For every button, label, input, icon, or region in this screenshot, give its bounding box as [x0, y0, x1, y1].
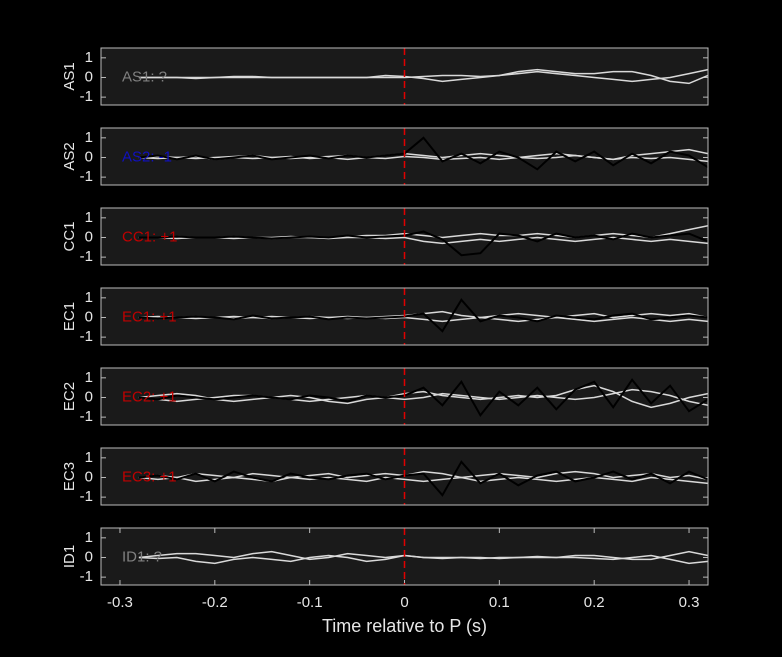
x-tick-label: 0	[400, 594, 408, 611]
y-tick-label: 0	[85, 468, 93, 485]
trace	[138, 388, 708, 407]
y-tick-label: -1	[80, 168, 93, 185]
annotation: ID1: ?	[122, 548, 162, 565]
y-tick-label: -1	[80, 568, 93, 585]
panel-frame	[100, 367, 709, 426]
y-tick-label: -1	[80, 488, 93, 505]
trace	[138, 68, 708, 85]
trace	[138, 384, 708, 409]
y-axis-label: AS2	[61, 142, 78, 170]
panel-frame	[100, 47, 709, 106]
y-axis-label: AS1	[61, 62, 78, 90]
annotation: EC2: +1	[122, 388, 177, 405]
traces	[138, 550, 708, 565]
annotation: CC1: +1	[122, 228, 177, 245]
traces	[138, 460, 708, 497]
y-tick-label: -1	[80, 408, 93, 425]
trace	[138, 378, 708, 417]
panel-frame	[100, 287, 709, 346]
y-tick-label: -1	[80, 248, 93, 265]
panel-frame	[100, 527, 709, 586]
annotation: EC1: +1	[122, 308, 177, 325]
y-tick-label: 1	[85, 129, 93, 146]
x-tick-label: 0.3	[679, 594, 700, 611]
x-axis-label: Time relative to P (s)	[322, 616, 487, 636]
trace	[138, 298, 708, 333]
trace	[138, 460, 708, 497]
y-axis-label: EC1	[61, 302, 78, 331]
y-tick-label: 1	[85, 529, 93, 546]
traces	[138, 298, 708, 333]
trace	[138, 554, 708, 565]
traces	[138, 136, 708, 171]
trace	[138, 68, 708, 83]
trace	[138, 136, 708, 171]
trace	[138, 230, 708, 257]
y-tick-label: 1	[85, 289, 93, 306]
y-tick-label: -1	[80, 88, 93, 105]
y-tick-label: 1	[85, 369, 93, 386]
panel-frame	[100, 447, 709, 506]
y-tick-label: 1	[85, 49, 93, 66]
y-tick-label: 1	[85, 209, 93, 226]
x-tick-label: 0.2	[584, 594, 605, 611]
y-tick-label: -1	[80, 328, 93, 345]
y-tick-label: 0	[85, 548, 93, 565]
y-axis-label: EC3	[61, 462, 78, 491]
annotation: AS1: ?	[122, 68, 167, 85]
trace	[138, 476, 708, 485]
panel-frame	[100, 207, 709, 266]
panel-frame	[100, 127, 709, 186]
traces	[138, 224, 708, 257]
y-tick-label: 0	[85, 148, 93, 165]
traces	[138, 68, 708, 85]
traces	[138, 378, 708, 417]
y-axis-label: ID1	[61, 545, 78, 568]
x-tick-label: -0.1	[297, 594, 323, 611]
annotation: EC3: +1	[122, 468, 177, 485]
x-tick-label: -0.3	[107, 594, 133, 611]
y-tick-label: 1	[85, 449, 93, 466]
annotation: AS2: -1	[122, 148, 172, 165]
y-tick-label: 0	[85, 388, 93, 405]
y-tick-label: 0	[85, 68, 93, 85]
trace	[138, 224, 708, 240]
y-axis-label: CC1	[61, 221, 78, 251]
y-tick-label: 0	[85, 308, 93, 325]
y-axis-label: EC2	[61, 382, 78, 411]
y-tick-label: 0	[85, 228, 93, 245]
x-tick-label: -0.2	[202, 594, 228, 611]
x-tick-label: 0.1	[489, 594, 510, 611]
